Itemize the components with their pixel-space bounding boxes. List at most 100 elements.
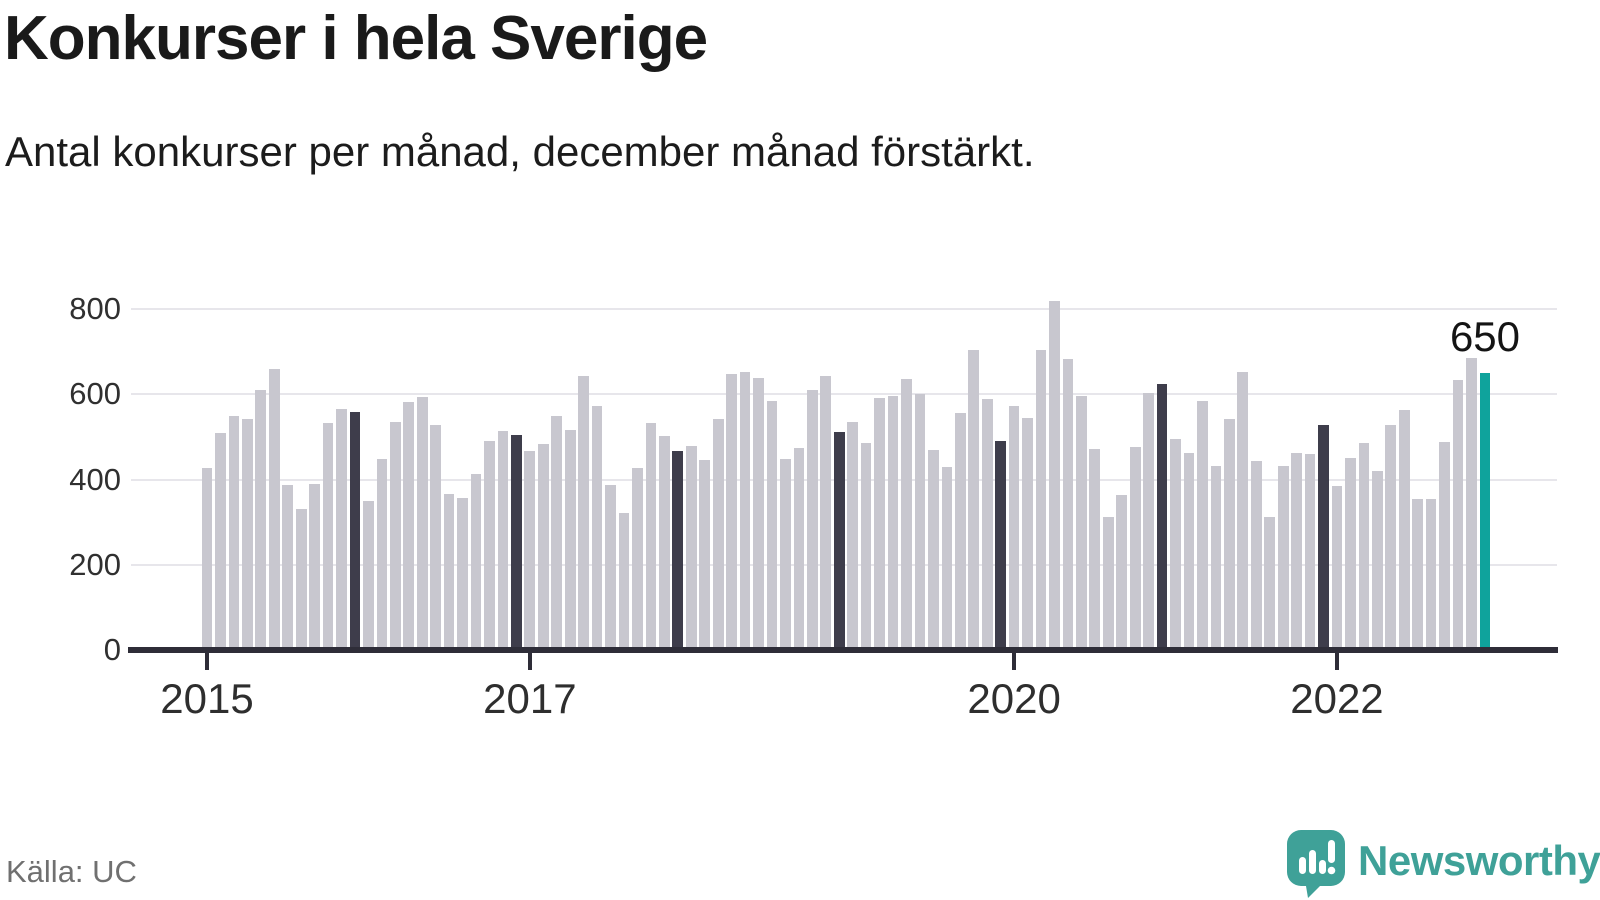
bar-2018-02 bbox=[699, 459, 711, 650]
logo-bar-2 bbox=[1309, 850, 1316, 874]
bar-2022-09 bbox=[1439, 441, 1450, 650]
bar-2022-02 bbox=[1345, 458, 1356, 650]
bar-2017-07 bbox=[605, 485, 616, 650]
latest-value-label: 650 bbox=[1449, 313, 1521, 360]
bar-2022-01 bbox=[1331, 485, 1343, 650]
bar-2022-06 bbox=[1398, 410, 1410, 650]
bar-2018-07 bbox=[766, 401, 778, 650]
bar-2017-01 bbox=[524, 451, 536, 650]
bar-2019-04 bbox=[887, 395, 899, 650]
bar-2015-08 bbox=[295, 508, 307, 650]
y-axis-label-800: 800 bbox=[69, 291, 121, 326]
bar-2018-10 bbox=[806, 389, 818, 650]
x-axis-line bbox=[128, 647, 1558, 653]
bar-2019-06 bbox=[914, 394, 926, 651]
newsworthy-speech-bubble-chart-icon bbox=[1287, 830, 1345, 898]
bar-2019-12 bbox=[995, 440, 1007, 650]
bar-2017-12 bbox=[672, 451, 684, 650]
y-axis-label-400: 400 bbox=[69, 461, 121, 497]
bar-2015-03 bbox=[228, 416, 240, 650]
bar-2018-03 bbox=[712, 419, 724, 650]
bar-2019-08 bbox=[941, 467, 953, 650]
bar-2015-07 bbox=[282, 485, 294, 650]
bar-2019-11 bbox=[981, 398, 993, 650]
x-axis-label-2020: 2020 bbox=[967, 675, 1061, 722]
bar-2018-06 bbox=[753, 377, 764, 650]
bar-2018-08 bbox=[780, 458, 791, 650]
bar-2017-05 bbox=[578, 376, 590, 650]
bar-2021-06 bbox=[1237, 372, 1249, 650]
gridline-y-600 bbox=[131, 393, 1557, 396]
chart-subtitle: Antal konkurser per månad, december måna… bbox=[5, 128, 1035, 175]
bar-2015-10 bbox=[322, 423, 334, 650]
bar-2022-03 bbox=[1358, 442, 1370, 650]
bar-2017-02 bbox=[537, 443, 549, 650]
bar-2016-04 bbox=[403, 402, 415, 650]
bar-2021-05 bbox=[1224, 419, 1235, 650]
bar-2022-12 bbox=[1479, 372, 1491, 650]
bar-2016-06 bbox=[430, 424, 442, 650]
bar-2018-12 bbox=[833, 431, 845, 650]
bar-2015-09 bbox=[309, 483, 320, 650]
bar-2015-06 bbox=[268, 369, 280, 650]
bar-2020-09 bbox=[1116, 495, 1128, 650]
bar-2020-11 bbox=[1143, 393, 1154, 650]
bar-2016-02 bbox=[376, 459, 388, 650]
bar-2020-05 bbox=[1062, 359, 1074, 650]
x-axis-label-2015: 2015 bbox=[160, 675, 254, 722]
bar-2022-07 bbox=[1412, 498, 1424, 650]
bar-2019-01 bbox=[847, 422, 859, 650]
y-axis-label-200: 200 bbox=[69, 546, 121, 582]
bar-2021-07 bbox=[1250, 461, 1262, 650]
bar-2021-08 bbox=[1264, 516, 1276, 650]
bar-2020-12 bbox=[1156, 383, 1168, 650]
bar-2018-04 bbox=[726, 373, 737, 650]
bar-2020-02 bbox=[1022, 417, 1033, 650]
bar-2018-11 bbox=[820, 375, 832, 650]
bar-2022-08 bbox=[1425, 498, 1437, 650]
bar-2021-03 bbox=[1197, 401, 1208, 650]
bar-2019-02 bbox=[860, 443, 872, 650]
bar-2021-09 bbox=[1277, 465, 1289, 650]
bar-2021-12 bbox=[1318, 424, 1329, 650]
bar-2020-04 bbox=[1049, 301, 1060, 650]
bar-2016-01 bbox=[363, 500, 374, 650]
bar-2022-11 bbox=[1466, 358, 1477, 650]
bar-2016-11 bbox=[497, 430, 509, 650]
bar-2017-08 bbox=[618, 512, 630, 650]
bar-2021-10 bbox=[1291, 452, 1302, 650]
bar-2017-11 bbox=[659, 436, 670, 650]
x-axis-label-2022: 2022 bbox=[1290, 675, 1384, 722]
bar-2018-09 bbox=[793, 448, 805, 650]
x-tick-2015 bbox=[205, 653, 209, 670]
bar-2016-03 bbox=[389, 422, 401, 650]
source-note: Källa: UC bbox=[6, 854, 137, 889]
bar-2020-07 bbox=[1089, 449, 1101, 650]
logo-exclamation-stem bbox=[1328, 840, 1335, 863]
bar-2016-09 bbox=[470, 473, 482, 650]
x-axis-label-2017: 2017 bbox=[483, 675, 577, 722]
y-axis-label-0: 0 bbox=[103, 632, 121, 667]
bar-2017-06 bbox=[591, 405, 603, 650]
bar-2015-04 bbox=[242, 419, 253, 650]
bar-2018-01 bbox=[685, 445, 697, 650]
y-axis-label-600: 600 bbox=[69, 376, 121, 412]
bar-2021-02 bbox=[1183, 452, 1195, 650]
x-tick-2022 bbox=[1334, 653, 1339, 670]
bar-2017-09 bbox=[632, 468, 643, 650]
bar-2020-03 bbox=[1035, 350, 1047, 650]
logo-bar-1 bbox=[1299, 857, 1306, 874]
x-tick-2020 bbox=[1012, 653, 1017, 670]
bar-2019-07 bbox=[928, 449, 939, 650]
bar-2019-05 bbox=[901, 378, 912, 650]
bar-2015-11 bbox=[336, 409, 347, 650]
bar-2016-12 bbox=[511, 434, 522, 650]
bar-2021-01 bbox=[1170, 439, 1181, 650]
bar-2021-04 bbox=[1210, 465, 1222, 650]
bar-2022-10 bbox=[1452, 379, 1464, 650]
bar-2017-10 bbox=[645, 422, 657, 650]
bar-2017-04 bbox=[564, 429, 576, 650]
x-tick-2017 bbox=[527, 653, 532, 670]
